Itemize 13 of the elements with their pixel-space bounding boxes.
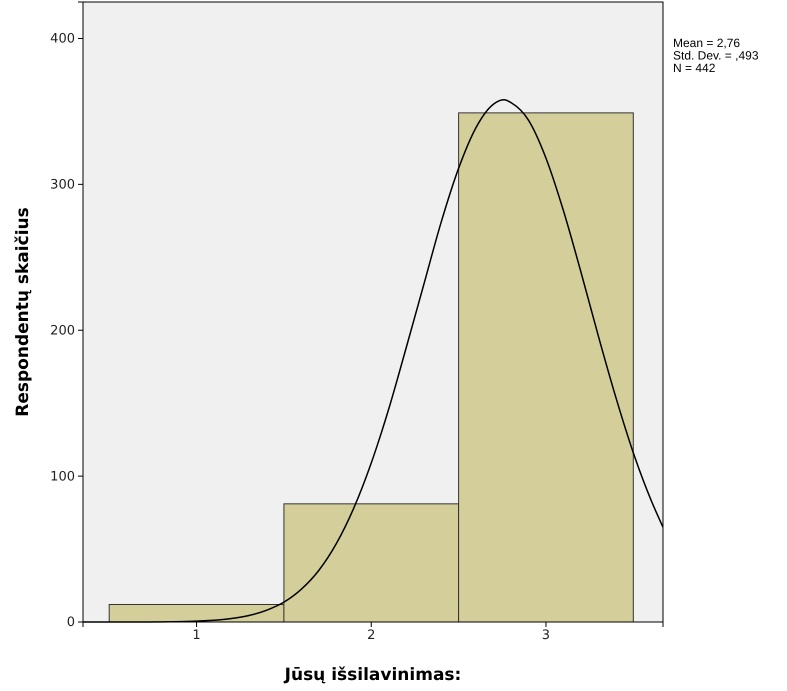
x-tick-label: 2 — [367, 628, 376, 644]
y-tick-label: 400 — [50, 32, 75, 47]
text: Std. Dev. = ,493 — [673, 48, 759, 62]
y-tick-label: 100 — [50, 469, 75, 484]
text: Mean = 2,76 — [673, 36, 740, 50]
y-axis-title: Respondentų skaičius — [13, 207, 33, 417]
y-tick-label: 200 — [50, 323, 75, 338]
text: N = 442 — [673, 61, 716, 75]
y-tick-label: 300 — [50, 178, 75, 193]
x-tick-label: 1 — [192, 628, 201, 644]
y-tick-label: 0 — [66, 615, 75, 630]
x-tick-label: 3 — [542, 628, 550, 644]
x-axis-title: Jūsų išsilavinimas: — [284, 665, 462, 685]
